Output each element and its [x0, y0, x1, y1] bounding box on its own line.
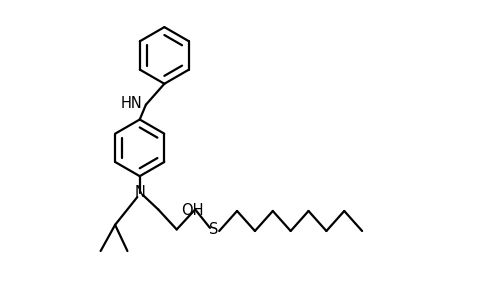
Text: S: S: [209, 222, 218, 237]
Text: OH: OH: [182, 203, 204, 218]
Text: N: N: [134, 185, 145, 200]
Text: HN: HN: [121, 96, 143, 111]
